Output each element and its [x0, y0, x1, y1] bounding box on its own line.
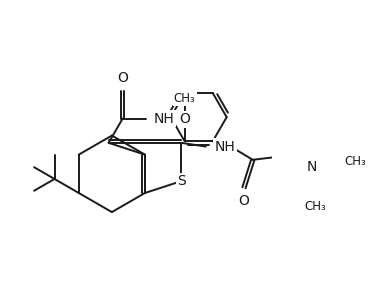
- Text: NH: NH: [214, 140, 235, 153]
- Text: O: O: [117, 71, 128, 85]
- Text: O: O: [238, 194, 249, 208]
- Text: NH: NH: [154, 112, 174, 126]
- Text: N: N: [307, 160, 317, 174]
- Text: O: O: [179, 112, 190, 126]
- Text: S: S: [177, 174, 186, 188]
- Text: CH₃: CH₃: [304, 200, 326, 213]
- Text: CH₃: CH₃: [174, 92, 196, 105]
- Text: CH₃: CH₃: [345, 155, 366, 168]
